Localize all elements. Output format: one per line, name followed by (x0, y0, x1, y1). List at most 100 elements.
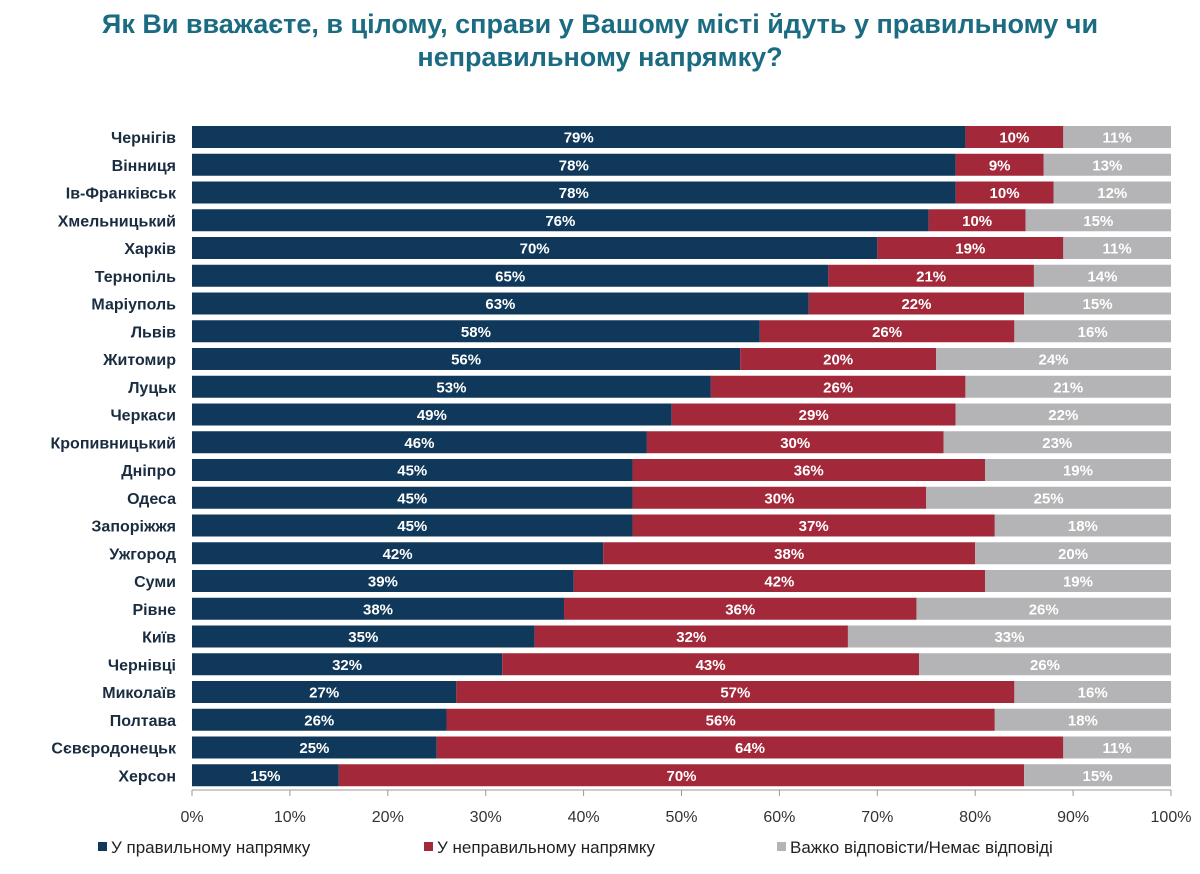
data-label: 10% (990, 185, 1020, 202)
data-label: 37% (799, 518, 829, 535)
x-tick-label: 40% (568, 809, 600, 826)
bar-segment (928, 209, 1026, 232)
data-label: 12% (1097, 185, 1127, 202)
bar-segment (943, 431, 1171, 454)
data-label: 30% (764, 490, 794, 507)
data-label: 26% (1030, 657, 1060, 674)
bar-segment (1014, 681, 1171, 703)
bar-segment (192, 764, 339, 787)
x-tick-label: 100% (1151, 809, 1192, 826)
bar-segment (192, 459, 633, 481)
data-label: 11% (1103, 241, 1132, 258)
bar-segment (740, 348, 937, 370)
data-label: 20% (823, 352, 853, 369)
bar-segment (192, 570, 574, 592)
bar-segment (975, 542, 1171, 565)
bar-segment (984, 570, 1171, 592)
data-label: 19% (1063, 574, 1093, 591)
bar-segment (710, 375, 966, 398)
data-label: 64% (735, 740, 765, 757)
bar-segment (192, 653, 503, 676)
data-label: 42% (383, 546, 413, 563)
bar-segment (1024, 292, 1171, 315)
bar-segment (955, 403, 1171, 426)
category-label: Вінниця (112, 158, 176, 175)
bar-segment (192, 181, 956, 204)
category-label: Одеса (127, 491, 176, 508)
data-label: 30% (780, 435, 810, 452)
x-tick-label: 90% (1057, 809, 1089, 826)
data-label: 57% (720, 685, 750, 702)
data-label: 49% (417, 407, 447, 424)
data-label: 10% (999, 130, 1029, 147)
category-label: Черкаси (110, 408, 176, 425)
x-tick-label: 20% (372, 809, 404, 826)
data-label: 43% (696, 657, 726, 674)
category-label: Сєвєродонецьк (51, 741, 177, 758)
data-label: 63% (485, 296, 515, 313)
bar-segment (192, 542, 604, 565)
category-label: Полтава (110, 713, 176, 730)
data-label: 79% (564, 130, 594, 147)
bar-segment (632, 459, 985, 481)
data-label: 56% (451, 352, 481, 369)
data-label: 35% (348, 629, 378, 646)
chart-title: Як Ви вважаєте, в цілому, справи у Вашом… (101, 9, 1099, 72)
data-label: 65% (495, 268, 525, 285)
x-tick-label: 50% (665, 809, 697, 826)
data-label: 45% (397, 463, 427, 480)
category-label: Тернопіль (95, 269, 176, 286)
bar-segment (192, 292, 809, 315)
legend-label: У правильному напрямку (111, 838, 311, 857)
data-label: 14% (1087, 268, 1117, 285)
bar-segment (955, 181, 1054, 204)
bar-segment (632, 486, 927, 509)
bar-segment (436, 736, 1064, 759)
bar-segment (646, 431, 944, 454)
category-label: Запоріжжя (91, 519, 176, 536)
bar-segment (936, 348, 1171, 370)
data-label: 19% (1063, 463, 1093, 480)
data-label: 56% (706, 712, 736, 729)
data-label: 39% (368, 574, 398, 591)
data-label: 13% (1092, 157, 1122, 174)
bar-segment (808, 292, 1025, 315)
bar-segment (338, 764, 1025, 787)
bar-segment (1043, 153, 1171, 176)
data-label: 53% (436, 379, 466, 396)
category-label: Житомир (102, 352, 176, 369)
bar-segment (192, 681, 457, 703)
bar-segment (994, 514, 1171, 537)
bar-segment (192, 209, 929, 232)
data-label: 16% (1078, 685, 1108, 702)
bar-segment (916, 597, 1171, 620)
data-label: 70% (520, 241, 550, 258)
bar-segment (192, 375, 711, 398)
data-label: 45% (397, 518, 427, 535)
category-label: Кропивницький (51, 435, 177, 452)
bar-segment (965, 126, 1064, 148)
data-label: 9% (989, 157, 1011, 174)
bar-segment (192, 708, 447, 731)
bar-segment (502, 653, 919, 676)
bar-segment (603, 542, 976, 565)
data-label: 29% (799, 407, 829, 424)
x-tick-label: 0% (180, 809, 203, 826)
legend-label: Важко відповісти/Немає відповіді (790, 838, 1053, 857)
legend-swatch (777, 842, 786, 851)
bar-segment (759, 320, 1015, 343)
category-label: Рівне (132, 602, 176, 619)
category-label: Чернігів (111, 130, 176, 147)
x-tick-label: 80% (959, 809, 991, 826)
category-label: Київ (142, 630, 176, 647)
bar-segment (456, 681, 1015, 703)
bar-segment (192, 514, 633, 537)
bar-segment (192, 348, 741, 370)
bar-segment (192, 597, 565, 620)
bar-segment (1063, 736, 1171, 759)
bar-segment (1063, 237, 1171, 259)
data-label: 20% (1058, 546, 1088, 563)
data-label: 22% (901, 296, 931, 313)
category-label: Львів (131, 324, 176, 341)
